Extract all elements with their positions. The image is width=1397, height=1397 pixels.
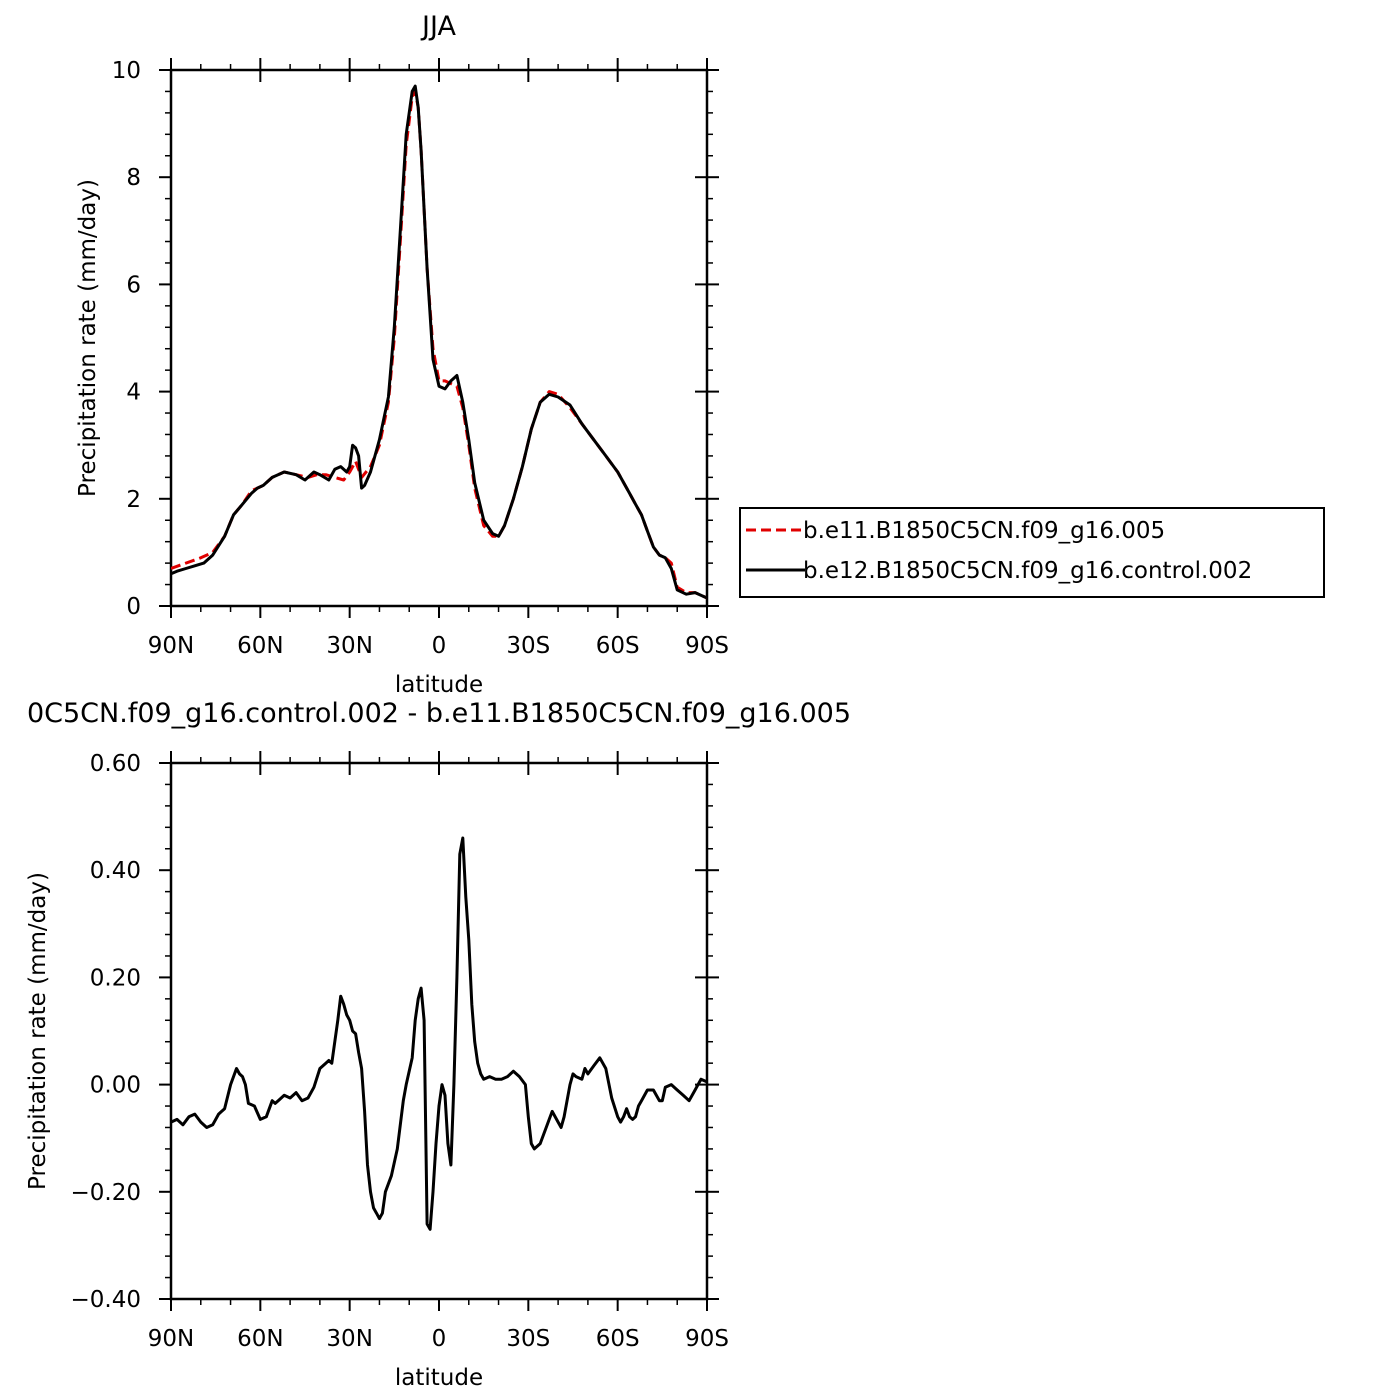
x-tick-label: 30S bbox=[506, 1326, 550, 1352]
y-tick-label: 2 bbox=[126, 487, 141, 513]
x-tick-label: 90N bbox=[148, 633, 194, 659]
chart-panel-2: 90N 60N 30N 0 30S 60S 90S −0.40 −0.20 0.00 0.20 0.4… bbox=[25, 698, 851, 1391]
chart-panel-1: 90N 60N 30N 0 30S 60S 90S 0 2 4 6 8 10 JJA latitude Pre… bbox=[75, 11, 1325, 698]
plot-frame bbox=[169, 68, 709, 608]
x-axis-label: latitude bbox=[395, 1365, 483, 1391]
x-tick-label: 90N bbox=[148, 1326, 194, 1352]
y-tick-label: 0.00 bbox=[90, 1073, 141, 1099]
chart-title: 0C5CN.f09_g16.control.002 - b.e11.B1850C… bbox=[27, 698, 851, 729]
legend: b.e11.B1850C5CN.f09_g16.005 b.e12.B1850C5… bbox=[739, 507, 1325, 598]
series-line-1 bbox=[171, 89, 707, 600]
series-line-2 bbox=[171, 84, 707, 600]
x-tick-label: 60N bbox=[237, 633, 283, 659]
x-tick-label: 30N bbox=[326, 1326, 372, 1352]
y-tick-label: −0.40 bbox=[71, 1287, 141, 1313]
legend-label: b.e11.B1850C5CN.f09_g16.005 bbox=[803, 518, 1165, 544]
y-axis-label: Precipitation rate (mm/day) bbox=[75, 179, 101, 497]
chart-title: JJA bbox=[420, 11, 456, 42]
series-line-1 bbox=[171, 836, 707, 1231]
x-tick-label: 90S bbox=[685, 1326, 729, 1352]
y-axis-label: Precipitation rate (mm/day) bbox=[25, 872, 51, 1190]
plot-frame bbox=[169, 761, 709, 1301]
x-tick-label: 60S bbox=[596, 633, 640, 659]
y-tick-label: 0.40 bbox=[90, 858, 141, 884]
x-tick-label: 0 bbox=[432, 1326, 447, 1352]
x-axis-label: latitude bbox=[395, 672, 483, 698]
y-tick-label: 0.60 bbox=[90, 751, 141, 777]
legend-label: b.e12.B1850C5CN.f09_g16.control.002 bbox=[803, 558, 1252, 584]
y-tick-label: 4 bbox=[126, 380, 141, 406]
x-tick-label: 0 bbox=[432, 633, 447, 659]
y-tick-label: 0.20 bbox=[90, 965, 141, 991]
legend-box bbox=[739, 507, 1325, 598]
x-tick-label: 90S bbox=[685, 633, 729, 659]
y-tick-label: 0 bbox=[126, 594, 141, 620]
y-tick-label: 8 bbox=[126, 165, 141, 191]
y-tick-label: 6 bbox=[126, 272, 141, 298]
x-tick-label: 30N bbox=[326, 633, 372, 659]
x-tick-label: 30S bbox=[506, 633, 550, 659]
x-tick-label: 60N bbox=[237, 1326, 283, 1352]
y-tick-label: −0.20 bbox=[71, 1180, 141, 1206]
y-tick-label: 10 bbox=[112, 58, 141, 84]
x-tick-label: 60S bbox=[596, 1326, 640, 1352]
